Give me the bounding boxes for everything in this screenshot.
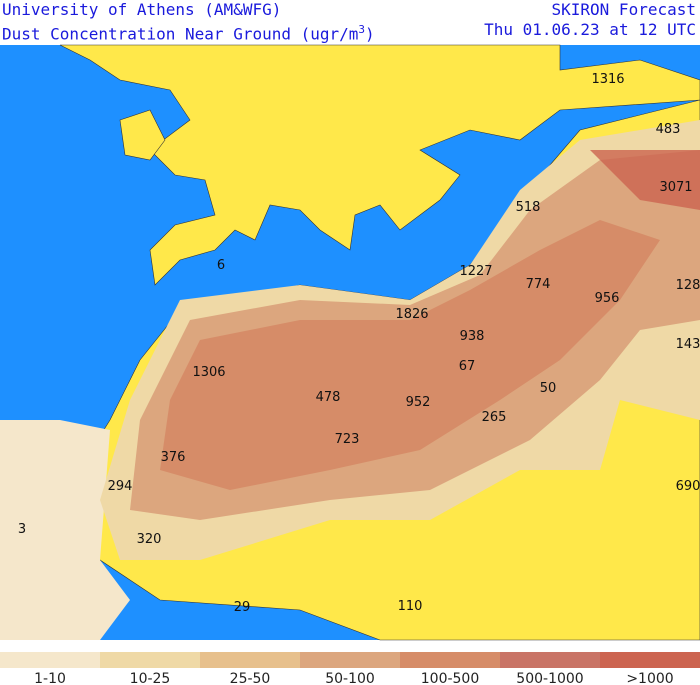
dust-value-label: 774 [526,277,551,292]
header-right: SKIRON Forecast Thu 01.06.23 at 12 UTC [484,0,696,40]
dust-value-label: 518 [516,200,541,215]
dust-value-label: 3071 [659,180,692,195]
dust-high-east [590,150,700,210]
dust-value-label: 1316 [591,72,624,87]
legend-label: >1000 [626,671,673,685]
model-name: SKIRON Forecast [551,0,697,19]
dust-value-label: 29 [234,600,251,615]
legend-label: 1-10 [34,671,66,685]
dust-value-label: 294 [108,479,133,494]
legend-swatch [500,652,600,668]
dust-value-label: 376 [161,450,186,465]
product-title-text: Dust Concentration Near Ground (ugr/m [2,24,359,44]
legend: 1-10 10-25 25-50 50-100 100-500 500-1000 >1000 [0,652,700,685]
dust-low-west [0,420,130,640]
forecast-time: Thu 01.06.23 at 12 UTC [484,20,696,39]
unit-exponent: 3 [358,23,366,36]
europe-land [59,44,700,286]
dust-value-label: 320 [137,532,162,547]
dust-value-label: 50 [540,381,557,396]
header-left: University of Athens (AM&WFG) Dust Conce… [2,0,375,44]
legend-label: 500-1000 [516,671,583,685]
dust-value-label: 723 [335,432,360,447]
dust-value-label: 938 [460,329,485,344]
legend-label: 10-25 [130,671,171,685]
legend-swatch [600,652,700,668]
dust-100-500 [160,220,660,490]
legend-label: 100-500 [421,671,480,685]
dust-value-label: 1826 [395,307,428,322]
legend-swatch [400,652,500,668]
product-title: Dust Concentration Near Ground (ugr/m3) [2,20,375,44]
dust-value-label: 956 [595,291,620,306]
dust-value-label: 265 [482,410,507,425]
dust-value-label: 67 [459,359,476,374]
british-isles [119,109,166,161]
dust-value-label: 690 [676,479,700,494]
legend-label: 25-50 [230,671,271,685]
legend-swatch [100,652,200,668]
legend-swatch [0,652,100,668]
product-title-close: ) [365,24,375,44]
dust-value-label: 3 [18,522,26,537]
dust-value-label: 952 [406,395,431,410]
legend-swatch [300,652,400,668]
dust-value-label: 1227 [459,264,492,279]
institution: University of Athens (AM&WFG) [2,0,282,19]
dust-value-label: 1306 [192,365,225,380]
dust-value-label: 143 [676,337,700,352]
legend-swatch [200,652,300,668]
dust-value-label: 128 [676,278,700,293]
dust-value-label: 110 [398,599,423,614]
dust-value-label: 478 [316,390,341,405]
legend-label: 50-100 [325,671,375,685]
map-labels: 1316 483 3071 518 1227 774 956 128 1826 938 67 143 1… [18,72,700,615]
dust-value-label: 6 [217,258,225,273]
dust-value-label: 483 [656,122,681,137]
